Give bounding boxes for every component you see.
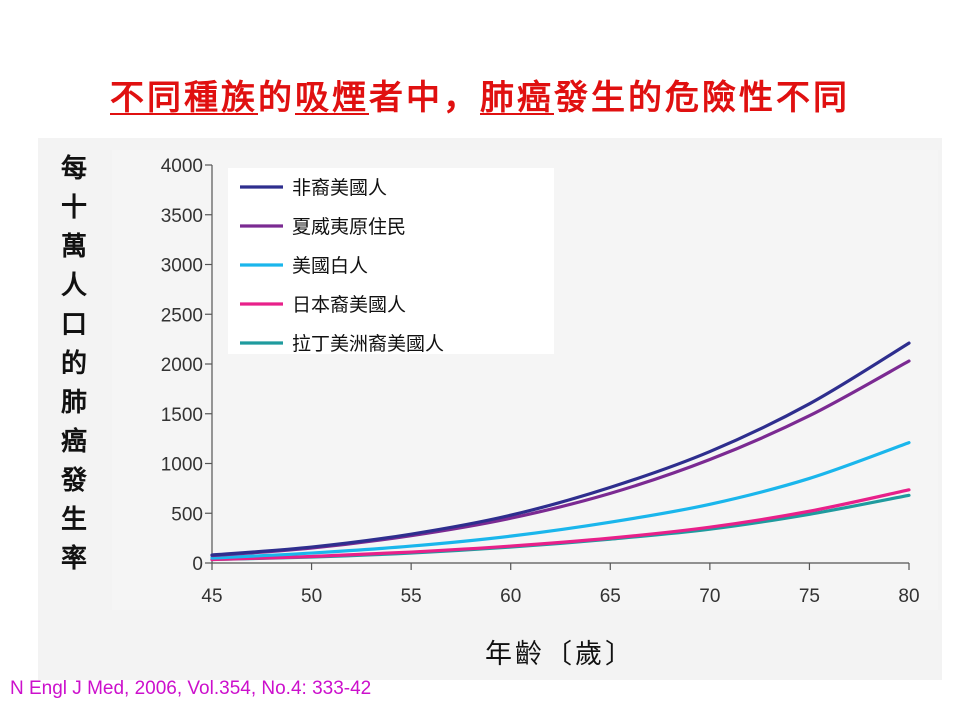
y-axis-label-char: 萬 xyxy=(60,232,87,262)
y-tick-label: 3500 xyxy=(161,206,203,227)
series-line xyxy=(210,441,911,560)
title-segment: 者中， xyxy=(369,78,480,118)
x-tick-label: 55 xyxy=(401,586,422,607)
x-tick-label: 45 xyxy=(201,586,222,607)
legend-label: 非裔美國人 xyxy=(292,177,387,199)
y-axis-label-char: 生 xyxy=(60,505,87,535)
y-axis-label-char: 每 xyxy=(60,154,87,184)
legend-label: 美國白人 xyxy=(292,255,368,277)
y-tick-label: 2500 xyxy=(161,305,203,326)
y-tick-label: 2000 xyxy=(161,355,203,376)
x-tick-label: 50 xyxy=(301,586,322,607)
x-tick-label: 75 xyxy=(799,586,820,607)
series-line xyxy=(210,341,911,557)
y-tick-label: 1000 xyxy=(161,455,203,476)
y-axis-label-char: 肺 xyxy=(60,388,87,418)
x-tick-label: 70 xyxy=(699,586,720,607)
y-axis-label-char: 發 xyxy=(60,466,87,496)
legend-label: 夏威夷原住民 xyxy=(292,216,406,238)
y-tick-label: 3000 xyxy=(161,256,203,277)
title-segment: 的 xyxy=(258,78,295,118)
y-axis-label-char: 十 xyxy=(60,193,87,223)
title-segment: 不同種族 xyxy=(110,78,258,118)
y-tick-label: 0 xyxy=(192,554,203,575)
y-axis-label-char: 癌 xyxy=(60,427,87,457)
y-axis-label-char: 率 xyxy=(60,544,87,574)
y-axis-label-char: 的 xyxy=(60,349,87,379)
title-segment: 吸煙 xyxy=(295,78,369,118)
series-line xyxy=(210,488,911,562)
x-tick-label: 60 xyxy=(500,586,521,607)
x-axis-label: 年齡〔歲〕 xyxy=(485,639,635,670)
title-segment: 肺癌 xyxy=(480,78,554,118)
y-axis-label: 每十萬人口的肺癌發生率 xyxy=(44,150,104,579)
x-tick-label: 80 xyxy=(898,586,919,607)
legend-label: 日本裔美國人 xyxy=(292,294,406,316)
y-axis-label-char: 口 xyxy=(60,310,87,340)
x-tick-label: 65 xyxy=(600,586,621,607)
title-segment: 發生的危險性不同 xyxy=(554,78,850,118)
y-tick-label: 4000 xyxy=(161,156,203,177)
y-tick-label: 1500 xyxy=(161,405,203,426)
legend-box xyxy=(228,168,554,354)
legend-label: 拉丁美洲裔美國人 xyxy=(292,333,444,355)
y-tick-label: 500 xyxy=(171,504,203,525)
y-axis-label-char: 人 xyxy=(60,271,87,301)
page-title: 不同種族的吸煙者中，肺癌發生的危險性不同 xyxy=(0,70,960,119)
citation-source: N Engl J Med, 2006, Vol.354, No.4: 333-4… xyxy=(10,678,372,699)
